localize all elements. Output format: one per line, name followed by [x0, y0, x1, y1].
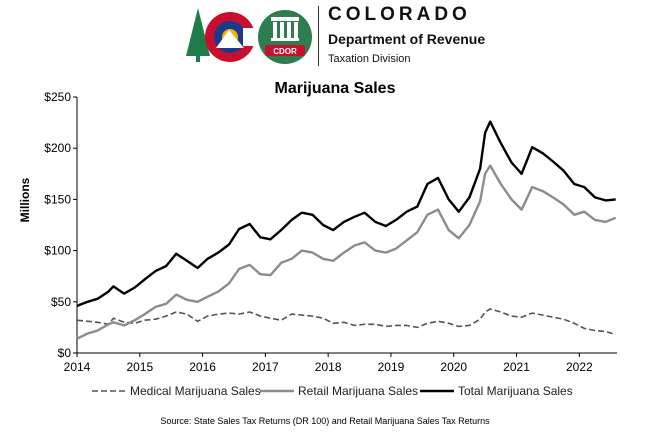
y-axis-label: Millions [18, 177, 32, 222]
series-line [76, 120, 616, 308]
source-note: Source: State Sales Tax Returns (DR 100)… [160, 416, 490, 426]
chart-area: Marijuana Sales Millions $0 $50 $100 $150 $2… [0, 72, 645, 433]
series-lines [76, 120, 617, 340]
x-tick-label: 2016 [189, 360, 216, 374]
colorado-c-logo-icon [205, 12, 257, 62]
division-name: Taxation Division [328, 53, 411, 65]
y-tick-label: $200 [44, 141, 71, 155]
cdor-badge-text: CDOR [273, 47, 297, 56]
chart-title: Marijuana Sales [275, 80, 396, 97]
y-tick-label: $150 [44, 192, 71, 206]
cdor-seal-icon: CDOR [258, 10, 312, 64]
y-tick-label: $100 [44, 244, 71, 258]
axes: $0 $50 $100 $150 $200 $250 2014 2015 2016 2017 201… [44, 90, 617, 374]
header-logo-block: CDOR COLORADO Department of Revenue Taxa… [0, 0, 645, 72]
legend-label: Total Marijuana Sales [458, 384, 573, 398]
sales-line-chart: Marijuana Sales Millions $0 $50 $100 $150 $2… [18, 80, 617, 426]
department-name: Department of Revenue [328, 31, 486, 47]
x-tick-label: 2017 [252, 360, 279, 374]
x-tick-label: 2021 [503, 360, 530, 374]
legend-label: Retail Marijuana Sales [298, 384, 418, 398]
tree-icon [186, 8, 210, 62]
org-name: COLORADO [328, 4, 471, 25]
y-tick-label: $250 [44, 90, 71, 104]
x-tick-label: 2014 [64, 360, 91, 374]
x-tick-label: 2020 [440, 360, 467, 374]
logo-divider [318, 6, 319, 66]
y-tick-label: $0 [58, 346, 72, 360]
x-tick-label: 2018 [315, 360, 342, 374]
x-tick-label: 2022 [566, 360, 593, 374]
series-line [76, 164, 617, 340]
series-line [76, 308, 616, 336]
y-tick-label: $50 [51, 295, 71, 309]
x-tick-label: 2015 [126, 360, 153, 374]
legend-label: Medical Marijuana Sales [130, 384, 261, 398]
legend: Medical Marijuana Sales Retail Marijuana … [92, 384, 573, 398]
logo-graphics: CDOR [186, 8, 312, 64]
x-tick-label: 2019 [378, 360, 405, 374]
